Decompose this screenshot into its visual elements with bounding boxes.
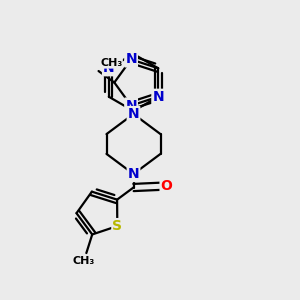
Text: CH₃: CH₃ bbox=[100, 58, 122, 68]
Text: N: N bbox=[128, 167, 139, 181]
Text: S: S bbox=[112, 219, 122, 233]
Text: N: N bbox=[152, 90, 164, 104]
Text: N: N bbox=[103, 61, 115, 75]
Text: O: O bbox=[160, 179, 172, 193]
Text: N: N bbox=[125, 99, 137, 112]
Text: N: N bbox=[125, 52, 137, 66]
Text: N: N bbox=[128, 107, 139, 121]
Text: CH₃: CH₃ bbox=[72, 256, 94, 266]
